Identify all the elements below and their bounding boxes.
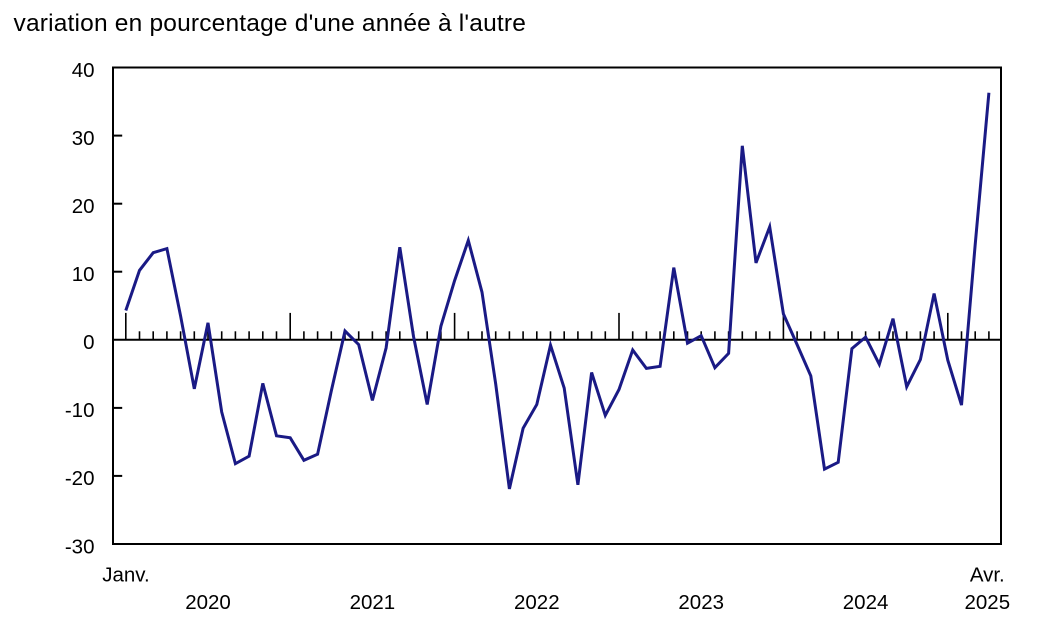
svg-text:Avr.: Avr. [970, 564, 1005, 587]
svg-text:2020: 2020 [185, 591, 231, 614]
svg-text:0: 0 [83, 331, 94, 354]
svg-text:2021: 2021 [350, 591, 396, 614]
svg-text:10: 10 [72, 263, 95, 286]
svg-text:40: 40 [72, 59, 95, 82]
svg-text:2022: 2022 [514, 591, 560, 614]
svg-text:Janv.: Janv. [102, 564, 149, 587]
svg-text:variation en pourcentage d'une: variation en pourcentage d'une année à l… [14, 10, 527, 37]
svg-text:30: 30 [72, 127, 95, 150]
svg-text:2023: 2023 [678, 591, 724, 614]
svg-text:-30: -30 [65, 535, 95, 558]
svg-text:2025: 2025 [964, 591, 1010, 614]
svg-text:-10: -10 [65, 399, 95, 422]
svg-text:2024: 2024 [843, 591, 889, 614]
svg-text:-20: -20 [65, 467, 95, 490]
svg-text:20: 20 [72, 195, 95, 218]
